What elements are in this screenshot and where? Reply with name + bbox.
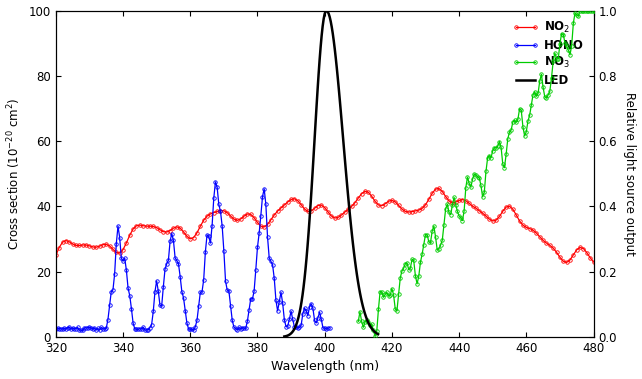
NO$_3$ bbox=[506, 130, 514, 134]
NO$_2$ bbox=[250, 215, 258, 220]
NO$_2$ bbox=[52, 253, 60, 258]
LED bbox=[281, 334, 288, 339]
LED bbox=[305, 231, 313, 236]
LED bbox=[338, 121, 345, 125]
NO$_3$ bbox=[480, 190, 488, 194]
NO$_3$ bbox=[428, 229, 436, 233]
NO$_2$ bbox=[569, 253, 577, 257]
NO$_2$ bbox=[529, 228, 537, 232]
HONO bbox=[164, 258, 172, 263]
LED bbox=[297, 306, 304, 310]
Y-axis label: Relative light source output: Relative light source output bbox=[623, 92, 636, 256]
Line: LED: LED bbox=[284, 11, 378, 337]
NO$_3$ bbox=[566, 53, 574, 57]
NO$_3$ bbox=[354, 319, 362, 324]
LED bbox=[352, 265, 360, 270]
NO$_3$ bbox=[510, 118, 518, 122]
HONO bbox=[96, 328, 103, 332]
HONO bbox=[267, 259, 275, 264]
HONO bbox=[316, 310, 324, 315]
NO$_2$ bbox=[200, 218, 207, 222]
Line: NO$_3$: NO$_3$ bbox=[356, 9, 597, 338]
NO$_2$ bbox=[502, 205, 510, 209]
LED bbox=[323, 8, 331, 13]
Line: NO$_2$: NO$_2$ bbox=[54, 187, 595, 264]
Legend: NO$_2$, HONO, NO$_3$, LED: NO$_2$, HONO, NO$_3$, LED bbox=[508, 16, 587, 90]
HONO bbox=[212, 180, 220, 184]
HONO bbox=[185, 327, 193, 331]
HONO bbox=[256, 231, 263, 236]
LED bbox=[317, 45, 324, 49]
NO$_2$ bbox=[563, 260, 571, 265]
NO$_3$ bbox=[471, 172, 478, 176]
LED bbox=[320, 17, 327, 21]
NO$_2$ bbox=[435, 186, 443, 191]
HONO bbox=[326, 326, 334, 330]
X-axis label: Wavelength (nm): Wavelength (nm) bbox=[271, 360, 379, 373]
LED bbox=[374, 332, 382, 337]
NO$_2$ bbox=[589, 260, 597, 264]
NO$_3$ bbox=[577, 8, 584, 13]
NO$_2$ bbox=[230, 217, 238, 221]
Y-axis label: Cross section ($10^{-20}$ cm$^{2}$): Cross section ($10^{-20}$ cm$^{2}$) bbox=[6, 97, 23, 250]
NO$_3$ bbox=[371, 334, 379, 338]
Line: HONO: HONO bbox=[54, 180, 331, 332]
HONO bbox=[52, 326, 60, 331]
HONO bbox=[79, 328, 87, 333]
NO$_3$ bbox=[591, 8, 599, 13]
